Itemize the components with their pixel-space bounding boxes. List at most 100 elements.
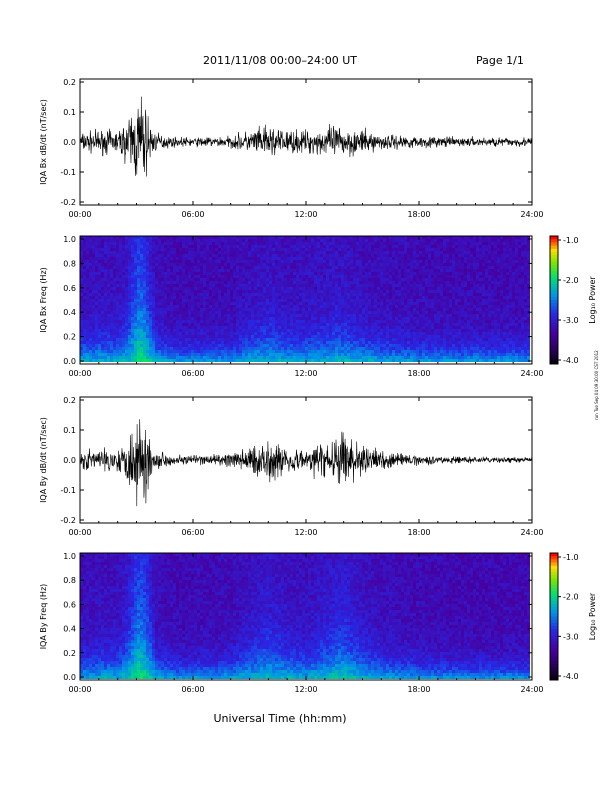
panel-2-heatmap	[80, 236, 530, 362]
panel-2-ytick-label: 0.8	[63, 259, 76, 268]
panel-2-colorbar-segment	[550, 326, 558, 330]
panel-4-colorbar-tick-label: -1.0	[563, 553, 579, 562]
panel-2-colorbar-segment	[550, 351, 558, 355]
panel-2-colorbar-segment	[550, 342, 558, 346]
panel-4-colorbar-segment	[550, 604, 558, 608]
panel-4-colorbar-segment	[550, 607, 558, 611]
panel-4-colorbar-segment	[550, 658, 558, 662]
panel-4-ytick-label: 0.8	[63, 576, 76, 585]
panel-2-colorbar-segment	[550, 290, 558, 294]
panel-4-colorbar-segment	[550, 569, 558, 573]
panel-2-colorbar-segment	[550, 287, 558, 291]
panel-2-colorbar-segment	[550, 358, 558, 362]
panel-4-xtick-label: 18:00	[407, 685, 430, 694]
panel-1-xtick-label: 00:00	[68, 210, 91, 219]
panel-4-colorbar-segment	[550, 559, 558, 563]
panel-2-ytick-label: 1.0	[63, 235, 76, 244]
panel-4-colorbar-segment	[550, 623, 558, 627]
panel-2-ytick-label: 0.4	[63, 308, 76, 317]
panel-2-colorbar-segment	[550, 281, 558, 285]
panel-2-colorbar-segment	[550, 319, 558, 323]
panel-1-xtick-label: 24:00	[520, 210, 543, 219]
panel-4-colorbar-segment	[550, 664, 558, 668]
panel-1-xtick-label: 18:00	[407, 210, 430, 219]
panel-4-colorbar-segment	[550, 667, 558, 671]
panel-3-xtick-label: 00:00	[68, 528, 91, 537]
panel-4-colorbar-tick-label: -2.0	[563, 593, 579, 602]
panel-4-colorbar-segment	[550, 626, 558, 630]
panel-1-ylabel: IQA Bx dB/dt (nT/sec)	[39, 99, 48, 185]
panel-1-ytick-label: 0.0	[63, 138, 76, 147]
panel-4-colorbar-segment	[550, 585, 558, 589]
panel-3-ytick-label: 0.0	[63, 456, 76, 465]
panel-2-colorbar-segment	[550, 252, 558, 256]
panel-4-colorbar-segment	[550, 572, 558, 576]
run-stamp: run Tue Sep 04 09:30:00 CST 2012	[594, 350, 599, 420]
panel-4-colorbar-segment	[550, 582, 558, 586]
panel-4-colorbar-segment	[550, 645, 558, 649]
panel-2-ylabel: IQA Bx Freq (Hz)	[39, 267, 48, 333]
panel-4-ytick-label: 0.0	[63, 673, 76, 682]
panel-2-colorbar-segment	[550, 242, 558, 246]
panel-4-xtick-label: 12:00	[294, 685, 317, 694]
panel-2-xtick-label: 12:00	[294, 369, 317, 378]
panel-4-colorbar-segment	[550, 601, 558, 605]
panel-4-ytick-label: 0.6	[63, 600, 76, 609]
panel-4-ytick-label: 1.0	[63, 552, 76, 561]
panel-4-colorbar-segment	[550, 636, 558, 640]
panel-2-colorbar-segment	[550, 354, 558, 358]
panel-3-ytick-label: -0.1	[60, 486, 76, 495]
panel-1-xtick-label: 12:00	[294, 210, 317, 219]
panel-4-colorbar-segment	[550, 556, 558, 560]
panel-4-colorbar-segment	[550, 575, 558, 579]
panel-2-colorbar-segment	[550, 284, 558, 288]
panel-2-colorbar-segment	[550, 338, 558, 342]
panel-2-xtick-label: 24:00	[520, 369, 543, 378]
panel-4-xtick-label: 00:00	[68, 685, 91, 694]
panel-2-colorbar-segment	[550, 322, 558, 326]
panel-3-ylabel: IQA By dB/dt (nT/sec)	[39, 417, 48, 503]
panel-2-colorbar-segment	[550, 255, 558, 259]
panel-2-colorbar-segment	[550, 316, 558, 320]
panel-2-colorbar-segment	[550, 335, 558, 339]
panel-4-colorbar-segment	[550, 613, 558, 617]
panel-2-colorbar-tick-label: -1.0	[563, 236, 579, 245]
panel-4-colorbar-segment	[550, 629, 558, 633]
x-axis-title: Universal Time (hh:mm)	[180, 712, 380, 725]
panel-2-colorbar-tick-label: -2.0	[563, 276, 579, 285]
panel-4-colorbar-segment	[550, 648, 558, 652]
panel-4-colorbar-segment	[550, 642, 558, 646]
panel-2-colorbar-tick-label: -4.0	[563, 356, 579, 365]
panel-4-colorbar-segment	[550, 588, 558, 592]
panel-2-colorbar-segment	[550, 303, 558, 307]
panel-4-colorbar-segment	[550, 566, 558, 570]
panel-4-colorbar-segment	[550, 639, 558, 643]
panel-2-colorbar-segment	[550, 239, 558, 243]
panel-4-ylabel: IQA By Freq (Hz)	[39, 584, 48, 650]
panel-2-colorbar-segment	[550, 297, 558, 301]
panel-1-ytick-label: -0.1	[60, 168, 76, 177]
panel-1-ytick-label: 0.1	[63, 108, 76, 117]
plot-canvas: -1.0-2.0-3.0-4.0Log₁₀ Power-1.0-2.0-3.0-…	[0, 0, 612, 792]
panel-3-xtick-label: 24:00	[520, 528, 543, 537]
panel-4-colorbar-tick-label: -3.0	[563, 632, 579, 641]
panel-3-ytick-label: 0.2	[63, 396, 76, 405]
panel-3-xtick-label: 06:00	[181, 528, 204, 537]
panel-1-ytick-label: 0.2	[63, 78, 76, 87]
panel-2-xtick-label: 18:00	[407, 369, 430, 378]
panel-2-colorbar-label: Log₁₀ Power	[588, 276, 597, 324]
panel-2-colorbar-segment	[550, 310, 558, 314]
panel-4-xtick-label: 06:00	[181, 685, 204, 694]
panel-4-xtick-label: 24:00	[520, 685, 543, 694]
panel-4-colorbar-tick-label: -4.0	[563, 672, 579, 681]
panel-4-colorbar-segment	[550, 553, 558, 557]
panel-2-colorbar-segment	[550, 274, 558, 278]
panel-4-colorbar-segment	[550, 620, 558, 624]
panel-2-colorbar-segment	[550, 268, 558, 272]
panel-2-colorbar-segment	[550, 265, 558, 269]
panel-1-ytick-label: -0.2	[60, 198, 76, 207]
panel-1-series-line	[80, 97, 532, 177]
panel-4-colorbar-segment	[550, 674, 558, 678]
panel-2-colorbar-segment	[550, 278, 558, 282]
panel-4-colorbar-segment	[550, 578, 558, 582]
